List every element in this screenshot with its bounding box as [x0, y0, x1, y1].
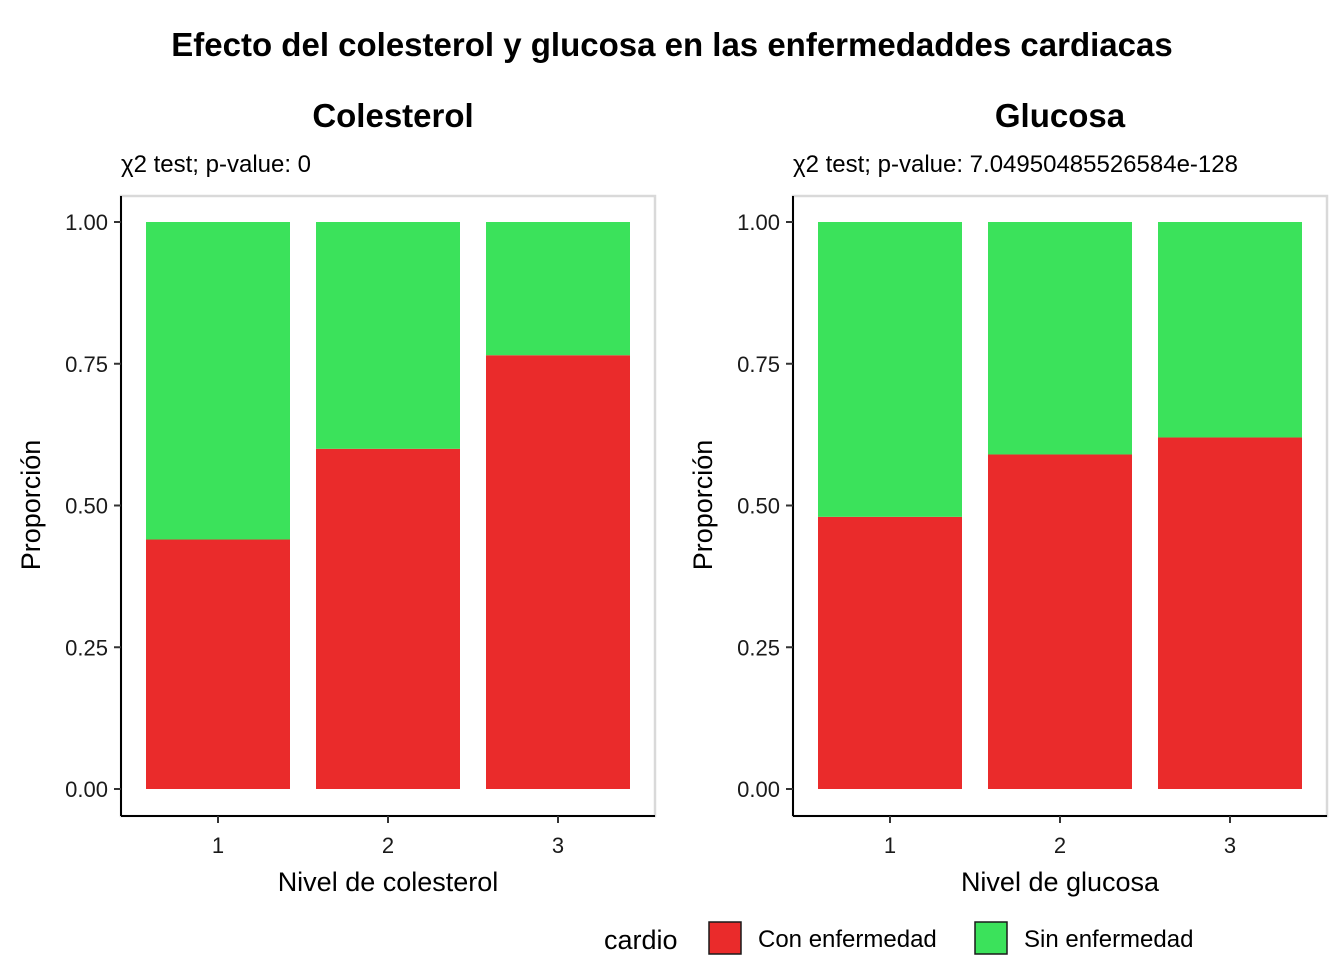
bar-sin-enfermedad-2 — [988, 222, 1132, 455]
y-tick-label: 0.00 — [737, 777, 780, 802]
panel-title: Glucosa — [995, 97, 1126, 134]
bar-con-enfermedad-2 — [316, 448, 460, 789]
y-axis-title: Proporción — [688, 440, 718, 571]
panel-title: Colesterol — [312, 97, 473, 134]
legend-key-con-enfermedad — [708, 921, 742, 955]
y-tick-label: 0.75 — [737, 352, 780, 377]
y-tick-label: 0.25 — [737, 635, 780, 660]
y-tick-label: 1.00 — [737, 210, 780, 235]
bar-con-enfermedad-1 — [146, 539, 290, 789]
x-tick-label: 3 — [1224, 833, 1236, 858]
bars-group — [818, 222, 1302, 789]
x-tick-label: 1 — [884, 833, 896, 858]
bar-con-enfermedad-3 — [486, 355, 630, 789]
bar-sin-enfermedad-1 — [818, 222, 962, 517]
panel-subtitle: χ2 test; p-value: 7.04950485526584e-128 — [793, 151, 1238, 178]
panel-subtitle: χ2 test; p-value: 0 — [121, 151, 311, 178]
x-tick-label: 2 — [382, 833, 394, 858]
bar-sin-enfermedad-3 — [486, 222, 630, 356]
bar-con-enfermedad-3 — [1158, 437, 1302, 789]
panel-glucosa: Glucosa χ2 test; p-value: 7.049504855265… — [688, 97, 1329, 897]
x-axis-title: Nivel de glucosa — [961, 867, 1160, 897]
bar-sin-enfermedad-1 — [146, 222, 290, 540]
bar-sin-enfermedad-2 — [316, 222, 460, 449]
figure-title: Efecto del colesterol y glucosa en las e… — [171, 26, 1172, 63]
axes-group: 0.00 0.25 0.50 0.75 1.00 1 2 3 — [65, 196, 655, 858]
legend: cardio Con enfermedad Sin enfermedad — [604, 921, 1193, 955]
y-tick-label: 0.50 — [737, 494, 780, 519]
bar-sin-enfermedad-3 — [1158, 222, 1302, 438]
legend-key-sin-enfermedad — [974, 921, 1008, 955]
legend-label-sin-enfermedad: Sin enfermedad — [1024, 926, 1193, 953]
y-tick-label: 0.50 — [65, 494, 108, 519]
y-tick-label: 1.00 — [65, 210, 108, 235]
y-tick-label: 0.25 — [65, 635, 108, 660]
panel-colesterol: Colesterol χ2 test; p-value: 0 0.000.250… — [16, 97, 657, 897]
bar-con-enfermedad-2 — [988, 454, 1132, 789]
legend-title: cardio — [604, 925, 678, 955]
legend-label-con-enfermedad: Con enfermedad — [758, 926, 937, 953]
x-tick-label: 1 — [212, 833, 224, 858]
x-axis-title: Nivel de colesterol — [278, 867, 499, 897]
y-tick-label: 0.00 — [65, 777, 108, 802]
y-axis-title: Proporción — [16, 440, 46, 571]
axes-group: 0.00 0.25 0.50 0.75 1.00 1 2 3 — [737, 196, 1327, 858]
x-tick-label: 2 — [1054, 833, 1066, 858]
x-tick-label: 3 — [552, 833, 564, 858]
y-tick-label: 0.75 — [65, 352, 108, 377]
bars-group — [146, 222, 630, 789]
bar-con-enfermedad-1 — [818, 516, 962, 789]
